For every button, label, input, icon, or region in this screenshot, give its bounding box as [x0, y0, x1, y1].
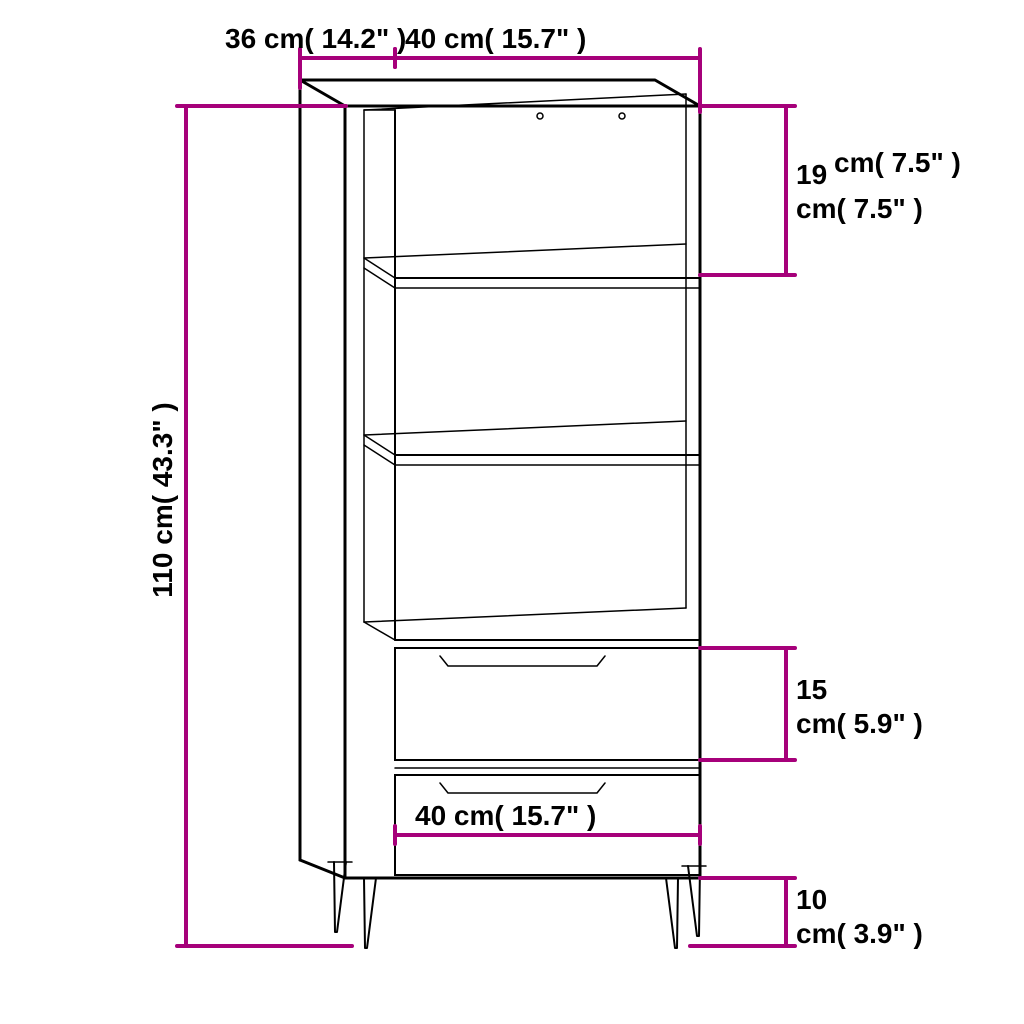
- dim-label-shelf-line1: 19: [796, 159, 827, 190]
- dim-label-width-top: 40 cm( 15.7" ): [405, 23, 586, 54]
- dim-label-depth: 36 cm( 14.2" ): [225, 23, 406, 54]
- dim-label-leg-line1: 10: [796, 884, 827, 915]
- dim-label-leg-line2: cm( 3.9" ): [796, 918, 923, 949]
- dim-label-drawer-h-line1: 15: [796, 674, 827, 705]
- dim-label-shelf-line2: cm( 7.5" ): [796, 193, 923, 224]
- svg-text:cm( 7.5" ): cm( 7.5" ): [834, 147, 961, 178]
- dim-label-height: 110 cm( 43.3" ): [147, 402, 178, 597]
- dim-label-drawer-w: 40 cm( 15.7" ): [415, 800, 596, 831]
- dim-label-drawer-h-line2: cm( 5.9" ): [796, 708, 923, 739]
